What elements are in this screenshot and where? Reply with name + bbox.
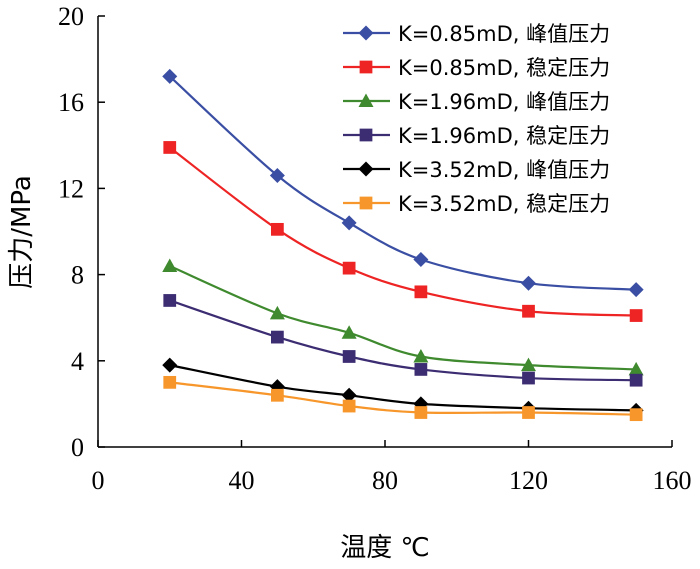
legend-marker bbox=[359, 196, 373, 210]
series-1 bbox=[162, 68, 644, 298]
legend-label: K=0.85mD, 峰值压力 bbox=[398, 22, 610, 46]
y-tick-label: 0 bbox=[71, 433, 84, 462]
series-2 bbox=[163, 141, 643, 322]
data-point bbox=[163, 375, 177, 389]
series-line bbox=[169, 146, 637, 317]
x-tick-label: 80 bbox=[372, 466, 398, 495]
y-tick-label: 12 bbox=[58, 174, 84, 203]
legend-item: K=0.85mD, 峰值压力 bbox=[343, 22, 610, 46]
data-point bbox=[162, 258, 178, 272]
legend-label: K=3.52mD, 稳定压力 bbox=[398, 192, 610, 216]
data-point bbox=[629, 373, 643, 387]
data-point bbox=[342, 350, 356, 363]
data-point bbox=[413, 252, 429, 268]
data-point bbox=[163, 141, 177, 154]
y-axis-title: 压力/MPa bbox=[7, 175, 37, 289]
legend-item: K=3.52mD, 峰值压力 bbox=[343, 158, 610, 182]
series-line bbox=[169, 381, 637, 416]
series-line bbox=[169, 299, 637, 382]
legend-item: K=1.96mD, 稳定压力 bbox=[343, 124, 610, 148]
data-point bbox=[342, 399, 356, 413]
x-tick-label: 120 bbox=[509, 466, 548, 495]
y-tick-label: 16 bbox=[58, 88, 84, 117]
data-point bbox=[521, 275, 536, 291]
legend-item: K=3.52mD, 稳定压力 bbox=[343, 192, 610, 216]
legend: K=0.85mD, 峰值压力 K=0.85mD, 稳定压力 K=1.96mD, 峰值… bbox=[343, 22, 610, 216]
data-point bbox=[269, 305, 285, 320]
data-point bbox=[341, 215, 357, 231]
data-point bbox=[271, 388, 284, 402]
legend-label: K=0.85mD, 稳定压力 bbox=[398, 56, 610, 80]
x-tick-label: 0 bbox=[92, 466, 105, 495]
y-tick-label: 4 bbox=[71, 347, 84, 376]
data-point bbox=[341, 387, 357, 403]
legend-item: K=0.85mD, 稳定压力 bbox=[343, 56, 610, 80]
data-point bbox=[271, 222, 284, 236]
x-axis-title: 温度 ℃ bbox=[340, 533, 429, 563]
y-tick-label: 8 bbox=[71, 261, 84, 290]
legend-marker bbox=[359, 60, 373, 74]
data-point bbox=[521, 357, 536, 372]
legend-marker bbox=[358, 93, 374, 107]
data-point bbox=[414, 363, 428, 376]
legend-marker bbox=[358, 161, 374, 177]
legend-label: K=3.52mD, 峰值压力 bbox=[398, 158, 610, 182]
legend-item: K=1.96mD, 峰值压力 bbox=[343, 90, 610, 114]
y-tick-label: 20 bbox=[58, 2, 84, 31]
series-4 bbox=[163, 294, 643, 387]
data-point bbox=[629, 309, 643, 322]
series-6 bbox=[163, 375, 643, 422]
data-point bbox=[163, 294, 177, 307]
data-point bbox=[628, 282, 644, 298]
data-point bbox=[269, 167, 285, 183]
data-point bbox=[628, 361, 644, 376]
series-3 bbox=[162, 258, 644, 376]
data-point bbox=[413, 348, 429, 363]
series-line bbox=[169, 364, 637, 412]
data-point bbox=[522, 406, 535, 419]
data-point bbox=[341, 325, 357, 339]
plot-area: 0 40 80 120 160 0 4 8 12 16 20 bbox=[58, 2, 692, 495]
series-line bbox=[169, 264, 637, 371]
data-point bbox=[522, 371, 535, 385]
legend-marker bbox=[359, 128, 373, 142]
x-tick-label: 40 bbox=[229, 466, 255, 495]
legend-label: K=1.96mD, 峰值压力 bbox=[398, 90, 610, 114]
data-point bbox=[271, 330, 284, 344]
data-point bbox=[629, 408, 643, 422]
data-point bbox=[522, 304, 535, 318]
data-point bbox=[342, 261, 356, 275]
data-point bbox=[414, 285, 428, 299]
series-line bbox=[169, 75, 637, 291]
legend-label: K=1.96mD, 稳定压力 bbox=[398, 124, 610, 148]
data-point bbox=[162, 357, 178, 373]
data-point bbox=[414, 406, 428, 419]
legend-marker bbox=[358, 25, 374, 41]
x-tick-label: 160 bbox=[653, 466, 692, 495]
data-point bbox=[162, 68, 178, 84]
